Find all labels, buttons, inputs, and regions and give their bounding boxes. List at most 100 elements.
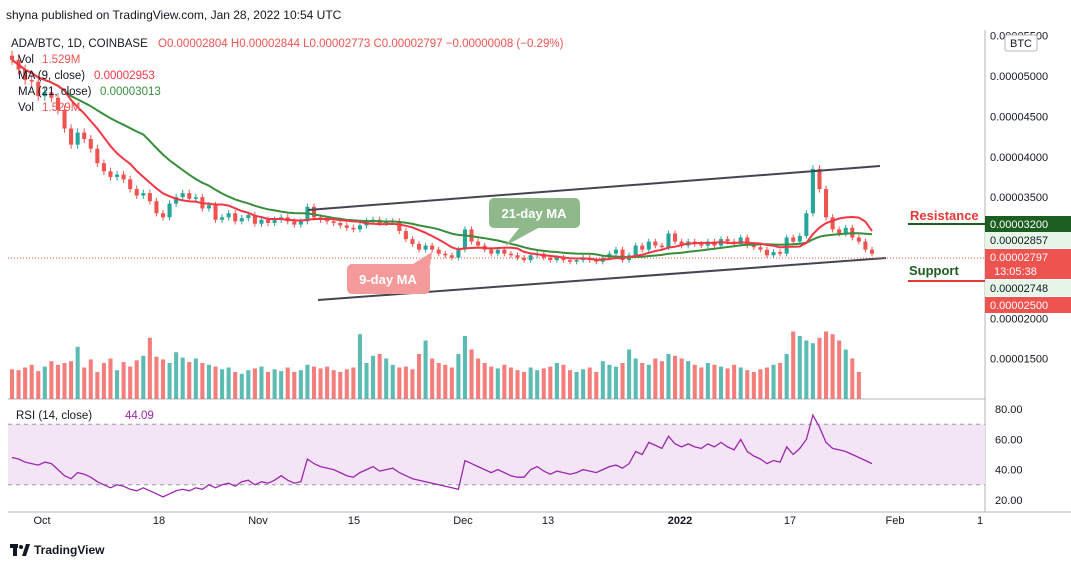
volume-bar xyxy=(357,334,362,399)
candle-body xyxy=(673,233,678,242)
volume-bar xyxy=(587,367,592,399)
legend-symbol[interactable]: ADA/BTC, 1D, COINBASE xyxy=(11,38,148,50)
candle-body xyxy=(843,227,848,234)
rsi-line xyxy=(11,413,873,498)
volume-bar xyxy=(699,367,704,399)
candle-body xyxy=(75,132,80,145)
candle-body xyxy=(180,193,185,198)
candle-body xyxy=(574,260,579,262)
volume-bar xyxy=(338,372,343,399)
rsi-band xyxy=(8,424,985,485)
candle-body xyxy=(397,221,402,232)
price-axis-label: 0.00002000 xyxy=(990,313,1048,325)
volume-bar xyxy=(817,337,822,399)
volume-bar xyxy=(528,367,533,399)
tag-resistance: 0.00003200 xyxy=(985,216,1071,232)
candle-body xyxy=(824,189,829,218)
time-axis-label: 15 xyxy=(348,515,360,527)
volume-bar xyxy=(686,361,691,399)
time-axis-label: Feb xyxy=(886,515,905,527)
candle-body xyxy=(213,205,218,220)
volume-bar xyxy=(29,364,34,399)
price-axis-label: 0.00001500 xyxy=(990,354,1048,366)
candle-body xyxy=(659,245,664,248)
volume-bar xyxy=(850,358,855,399)
candle-body xyxy=(154,201,159,214)
volume-bar xyxy=(679,358,684,399)
volume-bar xyxy=(36,371,41,399)
volume-bar xyxy=(351,367,356,399)
volume-bar xyxy=(95,372,100,399)
time-axis-label: Dec xyxy=(453,515,473,527)
volume-bar xyxy=(692,364,697,399)
volume-bar xyxy=(88,359,93,399)
candle-body xyxy=(502,249,507,254)
candle-body xyxy=(69,128,74,145)
volume-bar xyxy=(311,366,317,399)
legend-ma9-label[interactable]: MA (9, close) xyxy=(18,70,85,82)
candle-body xyxy=(95,148,100,164)
volume-bar xyxy=(535,370,540,399)
candle-body xyxy=(147,193,152,202)
volume-bar xyxy=(397,367,402,399)
tradingview-brand[interactable]: TradingView xyxy=(10,543,104,557)
volume-bar xyxy=(55,364,60,399)
rsi-legend-label[interactable]: RSI (14, close) xyxy=(16,410,92,422)
candle-body xyxy=(791,237,796,242)
legend-ma21-label[interactable]: MA (21, close) xyxy=(18,86,92,98)
resistance-label: Resistance xyxy=(910,208,979,223)
candle-body xyxy=(174,197,179,204)
volume-bar xyxy=(220,369,225,399)
candle-body xyxy=(476,241,481,246)
volume-bar xyxy=(443,364,448,399)
candle-body xyxy=(594,260,599,262)
volume-bar xyxy=(23,367,28,399)
candle-body xyxy=(101,163,106,172)
volume-bar xyxy=(364,363,369,399)
channel-upper-line[interactable] xyxy=(307,165,881,211)
legend-vol2-label[interactable]: Vol xyxy=(18,102,34,114)
rsi-legend-value: 44.09 xyxy=(125,410,154,422)
svg-text:0.00002797: 0.00002797 xyxy=(990,252,1048,264)
volume-bar xyxy=(331,370,336,399)
volume-bar xyxy=(449,367,454,399)
candle-body xyxy=(88,139,93,149)
volume-bar xyxy=(69,361,74,399)
candle-body xyxy=(187,193,192,199)
volume-bar xyxy=(233,372,238,399)
volume-bar xyxy=(456,354,461,399)
time-axis-label: 13 xyxy=(542,515,554,527)
candle-body xyxy=(49,92,54,98)
volume-bar xyxy=(561,364,566,399)
candle-body xyxy=(298,221,303,225)
volume-bar xyxy=(541,368,546,399)
legend-vol-label[interactable]: Vol xyxy=(18,54,34,66)
volume-bar xyxy=(174,352,179,399)
volume-bar xyxy=(764,367,769,399)
candle-body xyxy=(430,245,435,250)
currency-badge-box[interactable] xyxy=(1004,34,1038,52)
volume-bar xyxy=(574,372,579,399)
volume-bar xyxy=(659,361,664,399)
volume-bar xyxy=(430,358,435,399)
volume-bar xyxy=(62,363,67,399)
volume-bar xyxy=(600,361,605,399)
volume-bar xyxy=(824,331,829,399)
candle-body xyxy=(423,245,428,250)
candle-body xyxy=(797,235,802,242)
currency-badge[interactable]: BTC xyxy=(1010,38,1032,50)
svg-text:0.00002748: 0.00002748 xyxy=(990,283,1048,295)
time-axis-label: 17 xyxy=(784,515,796,527)
volume-bar xyxy=(246,370,251,399)
candle-body xyxy=(856,237,861,242)
candle-body xyxy=(42,92,47,97)
volume-bar xyxy=(390,364,395,399)
tag-last-price: 0.00002797 13:05:38 xyxy=(985,249,1071,279)
tradingview-logo-text: TradingView xyxy=(34,543,105,557)
candle-body xyxy=(29,80,34,82)
candle-body xyxy=(193,197,198,199)
volume-bar xyxy=(187,362,192,399)
volume-bar xyxy=(128,366,133,399)
volume-bar xyxy=(410,369,415,399)
